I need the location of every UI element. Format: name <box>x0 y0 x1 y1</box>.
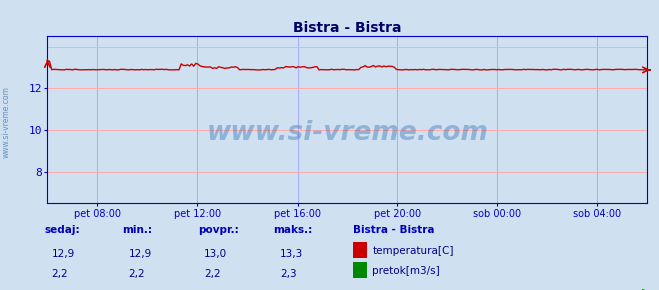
Text: temperatura[C]: temperatura[C] <box>372 246 454 256</box>
Text: 2,2: 2,2 <box>204 269 221 279</box>
Text: 12,9: 12,9 <box>129 249 152 259</box>
Text: povpr.:: povpr.: <box>198 225 239 235</box>
Text: sedaj:: sedaj: <box>45 225 80 235</box>
Text: 2,2: 2,2 <box>129 269 145 279</box>
Text: 13,0: 13,0 <box>204 249 227 259</box>
Text: 12,9: 12,9 <box>51 249 74 259</box>
Text: min.:: min.: <box>122 225 152 235</box>
Text: maks.:: maks.: <box>273 225 313 235</box>
Text: www.si-vreme.com: www.si-vreme.com <box>2 86 11 158</box>
Text: pretok[m3/s]: pretok[m3/s] <box>372 266 440 276</box>
Text: 2,2: 2,2 <box>51 269 68 279</box>
Text: Bistra - Bistra: Bistra - Bistra <box>353 225 434 235</box>
Text: www.si-vreme.com: www.si-vreme.com <box>206 120 488 146</box>
Text: 2,3: 2,3 <box>280 269 297 279</box>
Title: Bistra - Bistra: Bistra - Bistra <box>293 21 401 35</box>
Text: 13,3: 13,3 <box>280 249 303 259</box>
